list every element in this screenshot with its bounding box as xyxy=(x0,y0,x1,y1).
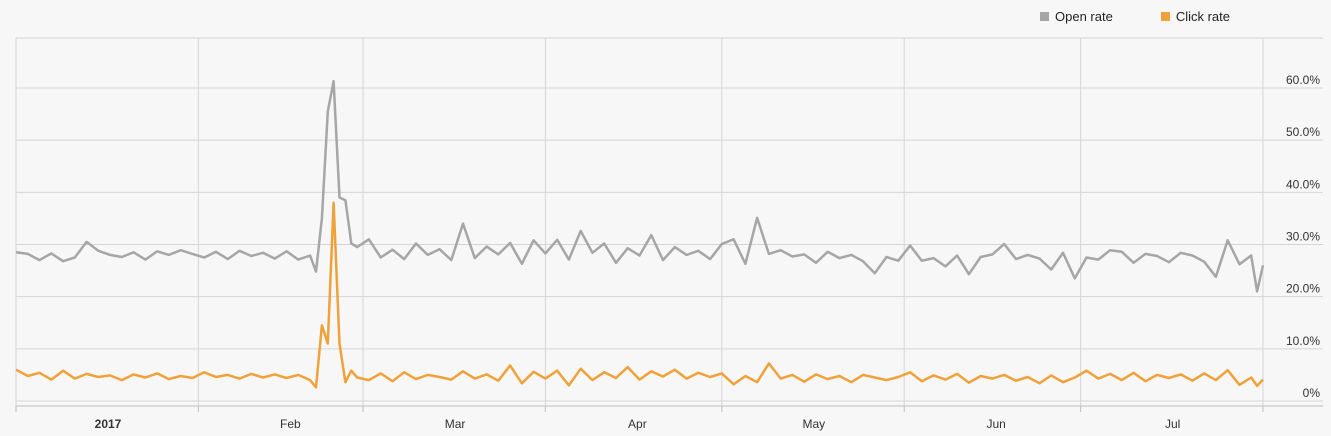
x-tick-label: 2017 xyxy=(95,417,122,431)
x-axis: 2017FebMarAprMayJunJulAug xyxy=(95,417,1181,431)
x-tick-label: May xyxy=(803,417,826,431)
chart-grid xyxy=(15,37,1323,412)
y-tick-label: 60.0% xyxy=(1286,73,1320,87)
y-tick-label: 50.0% xyxy=(1286,125,1320,139)
x-tick-label: Feb xyxy=(280,417,301,431)
y-tick-label: 40.0% xyxy=(1286,177,1320,191)
legend-item-click-rate[interactable]: Click rate xyxy=(1160,9,1231,24)
chart-series xyxy=(15,79,1265,389)
legend-item-open-rate[interactable]: Open rate xyxy=(1040,9,1113,24)
x-tick-label: Mar xyxy=(445,417,466,431)
legend-label-open-rate: Open rate xyxy=(1055,9,1113,24)
x-tick-label: Apr xyxy=(628,417,647,431)
y-tick-label: 0% xyxy=(1303,386,1321,400)
y-axis: 0% 10.0% 20.0% 30.0% 40.0% 50.0% 60.0% xyxy=(1286,73,1320,400)
x-tick-label: Jul xyxy=(1165,417,1180,431)
y-tick-label: 30.0% xyxy=(1286,230,1320,244)
legend-swatch-click-rate xyxy=(1160,12,1170,21)
legend-label-click-rate: Click rate xyxy=(1175,9,1231,24)
y-tick-label: 20.0% xyxy=(1286,282,1320,296)
y-tick-label: 10.0% xyxy=(1286,334,1320,348)
series-line-open-rate[interactable] xyxy=(15,79,1265,293)
chart-legend: Open rate Click rate xyxy=(1040,9,1230,24)
series-line-click-rate[interactable] xyxy=(15,201,1264,389)
legend-swatch-open-rate xyxy=(1040,12,1049,21)
x-tick-label: Jun xyxy=(987,417,1006,431)
